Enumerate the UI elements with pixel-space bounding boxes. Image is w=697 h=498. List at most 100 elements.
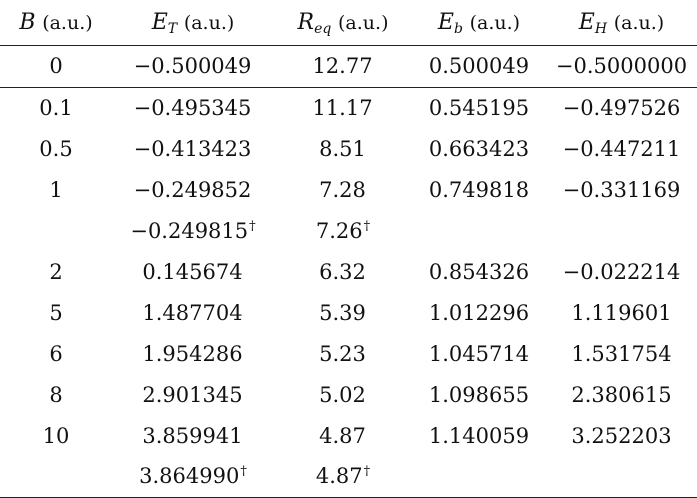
cell-value: −0.500049 [133,54,252,78]
cell-eh [546,456,697,497]
table-row: 1 −0.249852 7.28 0.749818 −0.331169 [0,169,697,210]
cell-eh: 2.380615 [571,382,672,407]
cell-b: 2 [49,259,63,284]
cell-value: 5.39 [319,300,366,325]
header-symbol: E [437,9,454,35]
cell-eb: 1.140059 [428,423,530,448]
header-row: B (a.u.) ET (a.u.) Req (a.u.) Eb (a.u.) … [0,0,697,45]
cell-et: −0.249852 [112,169,274,210]
cell-value: 5.02 [319,382,366,407]
cell-et: −0.413423 [112,128,274,169]
cell-req: 11.17 [274,87,412,128]
cell-b: 6 [49,341,63,366]
cell-b [0,210,112,251]
cell-req: 6.32 [274,251,412,292]
cell-eb: 0.749818 [428,177,530,202]
cell-b: 5 [49,300,63,325]
cell-et: 3.859941 [112,415,274,456]
table-row: −0.249815† 7.26† [0,210,697,251]
header-symbol: E [578,9,595,35]
cell-eh: −0.447211 [562,136,681,161]
cell-b: 1 [49,177,63,202]
cell-eb [412,210,546,251]
cell-req: 5.39 [274,292,412,333]
cell-value: 8.51 [319,136,366,161]
table-body: 0 −0.500049 12.77 0.500049 −0.5000000 0.… [0,45,697,497]
cell-et: −0.495345 [112,87,274,128]
dagger-mark: † [363,464,371,480]
cell-value: 4.87 [319,423,366,448]
header-subscript: eq [314,20,332,37]
header-unit: (a.u.) [469,11,521,34]
cell-eb: 0.854326 [428,259,530,284]
table-row: 2 0.145674 6.32 0.854326 −0.022214 [0,251,697,292]
cell-b: 8 [49,382,63,407]
table-row: 0 −0.500049 12.77 0.500049 −0.5000000 [0,45,697,87]
cell-value: 1.487704 [142,300,243,325]
cell-et: 1.487704 [112,292,274,333]
header-subscript: H [594,20,608,37]
cell-eh: 1.119601 [571,300,672,325]
cell-et: 0.145674 [112,251,274,292]
cell-req: 5.02 [274,374,412,415]
cell-req: 4.87† [274,456,412,497]
cell-eb [412,456,546,497]
cell-req: 12.77 [274,45,412,87]
cell-b: 0.5 [39,136,73,161]
cell-value: −0.249852 [133,177,252,202]
cell-eh: −0.022214 [562,259,681,284]
header-b: B (a.u.) [0,0,112,45]
dagger-mark: † [240,464,247,480]
cell-et: −0.249815† [112,210,274,251]
cell-eh: −0.331169 [562,177,681,202]
cell-b [0,456,112,497]
table-row: 8 2.901345 5.02 1.098655 2.380615 [0,374,697,415]
cell-b: 0.1 [39,95,73,120]
header-unit: (a.u.) [338,11,389,34]
cell-req: 4.87 [274,415,412,456]
cell-b: 0 [49,54,63,78]
cell-et: 3.864990† [112,456,274,497]
cell-eh: 1.531754 [571,341,672,366]
cell-req: 7.28 [274,169,412,210]
cell-value: 7.28 [319,177,366,202]
cell-value: 11.17 [312,95,373,120]
header-eb: Eb (a.u.) [412,0,546,45]
cell-value: 3.864990 [139,464,240,489]
cell-req: 7.26† [274,210,412,251]
header-symbol: R [297,9,315,35]
cell-eb: 1.045714 [428,341,530,366]
header-subscript: b [453,20,463,37]
cell-value: −0.413423 [133,136,252,161]
cell-value: −0.495345 [133,95,252,120]
cell-value: 0.145674 [142,259,243,284]
cell-et: 1.954286 [112,333,274,374]
dagger-mark: † [363,218,371,234]
cell-value: 5.23 [319,341,366,366]
cell-value: 3.859941 [142,423,243,448]
header-et: ET (a.u.) [112,0,274,45]
dagger-mark: † [249,218,256,234]
cell-value: 7.26 [315,218,363,243]
cell-eb: 1.012296 [428,300,530,325]
table-row: 6 1.954286 5.23 1.045714 1.531754 [0,333,697,374]
cell-eh [546,210,697,251]
cell-value: 4.87 [315,464,363,489]
header-unit: (a.u.) [42,11,93,34]
cell-et: 2.901345 [112,374,274,415]
table-row: 0.5 −0.413423 8.51 0.663423 −0.447211 [0,128,697,169]
header-subscript: T [167,20,178,37]
header-unit: (a.u.) [183,11,235,34]
cell-eb: 0.663423 [428,136,530,161]
table-row: 5 1.487704 5.39 1.012296 1.119601 [0,292,697,333]
header-req: Req (a.u.) [274,0,412,45]
cell-et: −0.500049 [112,45,274,87]
cell-value: 1.954286 [142,341,243,366]
table-row: 3.864990† 4.87† [0,456,697,497]
cell-value: 2.901345 [142,382,243,407]
header-eh: EH (a.u.) [546,0,697,45]
table-row: 0.1 −0.495345 11.17 0.545195 −0.497526 [0,87,697,128]
header-symbol: E [151,9,168,35]
